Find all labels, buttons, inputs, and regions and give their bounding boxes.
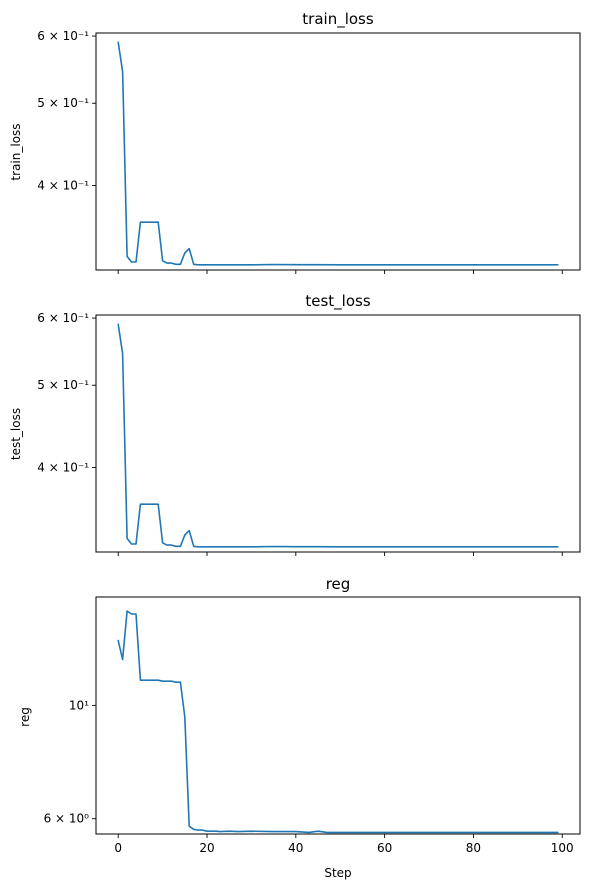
subplot-title: reg bbox=[326, 575, 351, 593]
subplot-train-loss: train_loss train_loss 6 × 10⁻¹ 5 × 10⁻¹ 4 … bbox=[9, 10, 581, 274]
x-tick-label: 100 bbox=[551, 841, 574, 855]
x-tick-label: 20 bbox=[199, 841, 214, 855]
subplot-test-loss: test_loss test_loss 6 × 10⁻¹ 5 × 10⁻¹ 4 × … bbox=[9, 292, 581, 556]
series-line bbox=[117, 41, 559, 266]
plot-area-frame bbox=[95, 596, 581, 835]
y-ticks: 6 × 10⁻¹ 5 × 10⁻¹ 4 × 10⁻¹ bbox=[37, 29, 96, 192]
y-tick-label: 4 × 10⁻¹ bbox=[37, 460, 89, 474]
y-tick-label: 6 × 10⁻¹ bbox=[37, 311, 89, 325]
y-tick-label: 6 × 10⁰ bbox=[44, 812, 90, 826]
y-tick-label: 5 × 10⁻¹ bbox=[37, 378, 89, 392]
plot-area-frame bbox=[95, 314, 581, 553]
subplot-title: train_loss bbox=[302, 10, 374, 29]
series-line bbox=[117, 610, 559, 834]
x-axis-label: Step bbox=[324, 866, 351, 880]
y-tick-label: 10¹ bbox=[69, 698, 89, 712]
y-ticks: 6 × 10⁻¹ 5 × 10⁻¹ 4 × 10⁻¹ bbox=[37, 311, 96, 474]
x-ticks: 0 20 40 60 80 100 bbox=[114, 834, 574, 855]
subplot-title: test_loss bbox=[305, 292, 370, 311]
y-axis-label: reg bbox=[18, 707, 32, 727]
y-axis-label: test_loss bbox=[9, 408, 23, 460]
x-tick-label: 40 bbox=[288, 841, 303, 855]
subplot-reg: reg reg 10¹ 6 × 10⁰ 0 20 40 60 80 100 bbox=[18, 575, 581, 855]
x-tick-label: 0 bbox=[114, 841, 122, 855]
y-tick-label: 4 × 10⁻¹ bbox=[37, 178, 89, 192]
x-ticks bbox=[117, 270, 563, 274]
y-axis-label: train_loss bbox=[9, 123, 23, 180]
y-ticks: 10¹ 6 × 10⁰ bbox=[44, 698, 96, 826]
series-line bbox=[117, 323, 559, 548]
x-tick-label: 80 bbox=[466, 841, 481, 855]
x-ticks bbox=[117, 552, 563, 556]
x-tick-label: 60 bbox=[377, 841, 392, 855]
plot-area-frame bbox=[95, 32, 581, 271]
y-tick-label: 6 × 10⁻¹ bbox=[37, 29, 89, 43]
y-tick-label: 5 × 10⁻¹ bbox=[37, 96, 89, 110]
